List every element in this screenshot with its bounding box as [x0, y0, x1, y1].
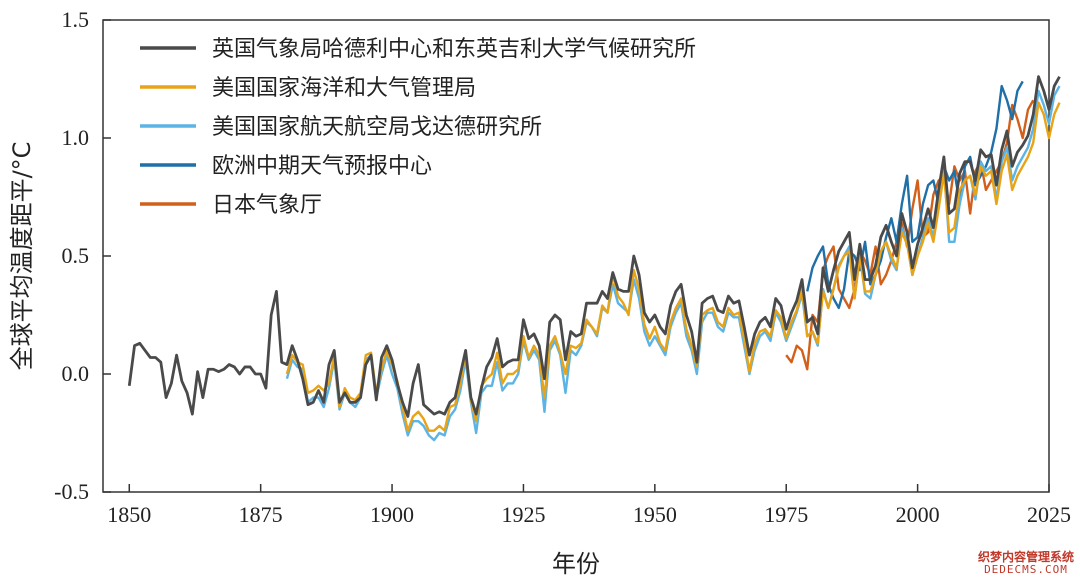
legend-label-hadcrut: 英国气象局哈德利中心和东英吉利大学气候研究所 — [212, 37, 696, 62]
legend-label-nasa-giss: 美国国家航天航空局戈达德研究所 — [212, 115, 542, 140]
x-tick-label: 1850 — [107, 502, 151, 527]
y-tick-label: 1.5 — [62, 7, 90, 32]
axis-ticks: 1850 1875 1900 1925 1950 1975 2000 2025 -0.5 0.0 0… — [54, 7, 1071, 527]
legend: 英国气象局哈德利中心和东英吉利大学气候研究所美国国家海洋和大气管理局美国国家航天… — [140, 37, 696, 218]
x-axis-title: 年份 — [552, 550, 600, 578]
x-tick-label: 1950 — [633, 502, 677, 527]
y-axis-title: 全球平均温度距平/°C — [8, 142, 36, 371]
y-tick-label: -0.5 — [54, 479, 89, 504]
legend-label-noaa: 美国国家海洋和大气管理局 — [212, 76, 476, 101]
watermark-line1: 织梦内容管理系统 — [977, 549, 1074, 564]
series-line-noaa — [285, 101, 1061, 432]
series-line-ecmwf — [806, 80, 1024, 310]
series-layer — [127, 75, 1061, 442]
x-tick-label: 1875 — [239, 502, 283, 527]
y-tick-label: 1.0 — [62, 125, 90, 150]
x-tick-label: 2000 — [896, 502, 940, 527]
series-line-nasa-giss — [285, 85, 1061, 442]
series-line-hadcrut — [127, 75, 1061, 418]
x-tick-label: 1900 — [370, 502, 414, 527]
legend-label-ecmwf: 欧洲中期天气预报中心 — [212, 154, 432, 179]
watermark: 织梦内容管理系统 DEDECMS.COM — [977, 549, 1074, 576]
x-tick-label: 2025 — [1027, 502, 1071, 527]
watermark-line2: DEDECMS.COM — [984, 562, 1068, 576]
legend-label-jma: 日本气象厅 — [212, 193, 322, 218]
x-tick-label: 1975 — [764, 502, 808, 527]
x-tick-label: 1925 — [501, 502, 545, 527]
series-line-jma — [785, 99, 1035, 371]
y-tick-label: 0.0 — [62, 361, 90, 386]
y-tick-label: 0.5 — [62, 243, 90, 268]
